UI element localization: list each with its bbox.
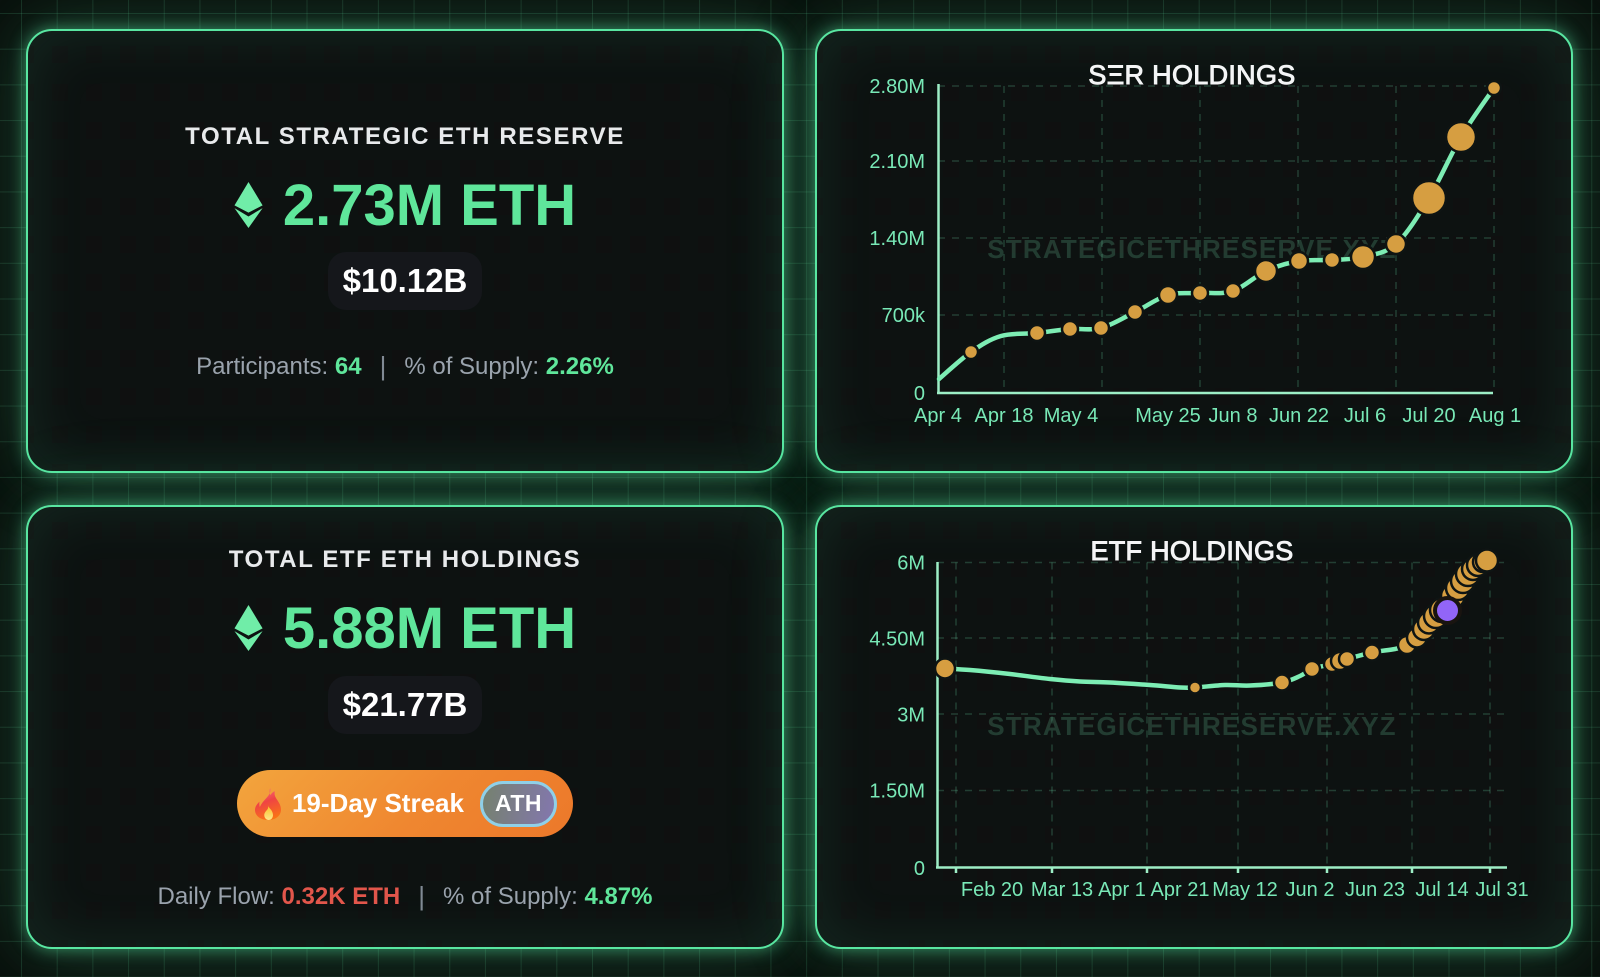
svg-text:Jun 22: Jun 22 <box>1269 405 1329 427</box>
svg-text:Jul 31: Jul 31 <box>1475 879 1528 901</box>
svg-text:3M: 3M <box>897 705 925 727</box>
svg-text:ETF HOLDINGS: ETF HOLDINGS <box>1090 536 1293 566</box>
svg-text:Jun 23: Jun 23 <box>1345 879 1405 901</box>
svg-text:Jun 8: Jun 8 <box>1209 405 1258 427</box>
svg-text:0: 0 <box>914 383 925 405</box>
svg-text:Aug 1: Aug 1 <box>1469 405 1521 427</box>
svg-text:Apr 21: Apr 21 <box>1151 879 1210 901</box>
svg-text:1.40M: 1.40M <box>869 228 925 250</box>
svg-text:Apr 4: Apr 4 <box>914 405 962 427</box>
svg-text:2.80M: 2.80M <box>869 76 925 98</box>
svg-text:1.50M: 1.50M <box>869 781 925 803</box>
svg-text:700k: 700k <box>882 305 926 327</box>
svg-text:May 25: May 25 <box>1135 405 1201 427</box>
svg-text:Mar 13: Mar 13 <box>1031 879 1093 901</box>
svg-text:Apr 1: Apr 1 <box>1098 879 1146 901</box>
svg-text:SΞR HOLDINGS: SΞR HOLDINGS <box>1088 60 1295 90</box>
svg-text:Jul 14: Jul 14 <box>1415 879 1468 901</box>
svg-text:May 4: May 4 <box>1044 405 1098 427</box>
svg-text:STRATEGICETHRESERVE.XYZ: STRATEGICETHRESERVE.XYZ <box>987 711 1396 741</box>
svg-text:Jun 2: Jun 2 <box>1286 879 1335 901</box>
svg-text:6M: 6M <box>897 553 925 575</box>
svg-text:Feb 20: Feb 20 <box>961 879 1023 901</box>
svg-text:2.10M: 2.10M <box>869 151 925 173</box>
svg-text:Apr 18: Apr 18 <box>975 405 1034 427</box>
svg-text:4.50M: 4.50M <box>869 629 925 651</box>
svg-text:Jul 20: Jul 20 <box>1402 405 1455 427</box>
svg-text:May 12: May 12 <box>1212 879 1278 901</box>
svg-text:0: 0 <box>914 858 925 880</box>
svg-text:Jul 6: Jul 6 <box>1344 405 1386 427</box>
